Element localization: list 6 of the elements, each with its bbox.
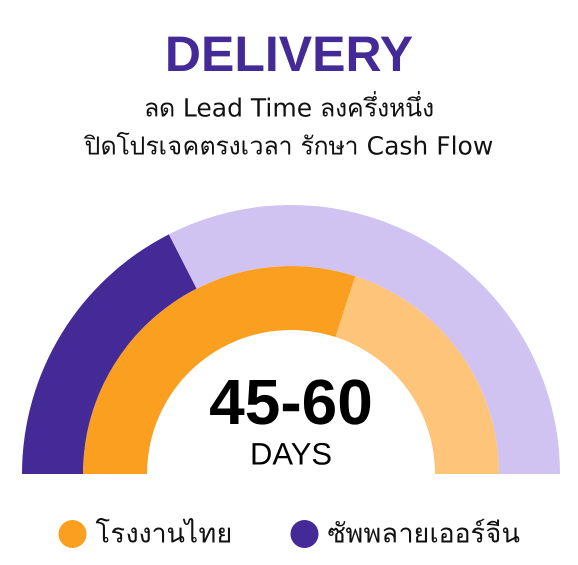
legend-label: โรงงานไทย [96,518,232,550]
chart-subtitle: ลด Lead Time ลงครึ่งหนึ่ง ปิดโปรเจคตรงเวลา รักษา Cash Flow [84,90,494,160]
text: 45-60 [209,366,373,438]
text: DAYS [250,436,332,472]
legend-label: ซัพพลายเออร์จีน [328,518,520,550]
chart-title: DELIVERY [164,26,414,82]
